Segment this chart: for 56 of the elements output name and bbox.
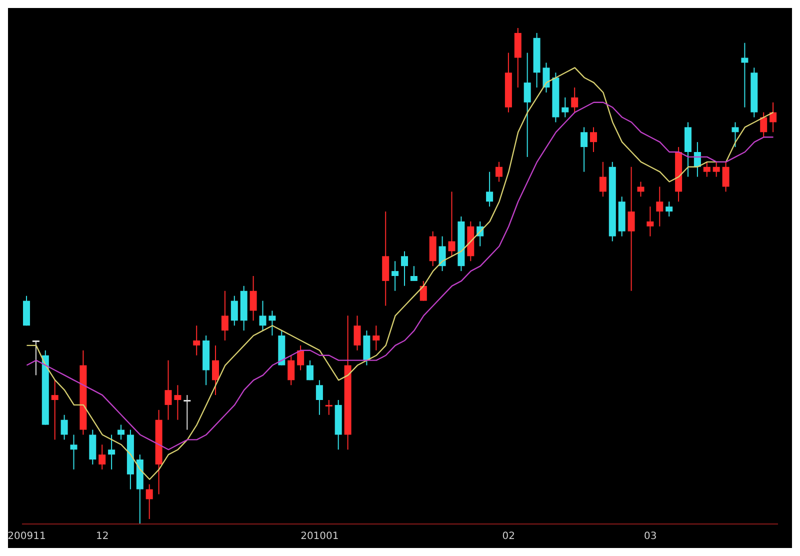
candlestick bbox=[524, 52, 531, 158]
x-tick-label: 201001 bbox=[300, 531, 339, 542]
candlestick bbox=[580, 126, 588, 172]
x-tick-label: 200911 bbox=[8, 531, 46, 542]
candlestick bbox=[410, 266, 418, 282]
candlestick bbox=[354, 315, 361, 351]
candlestick bbox=[32, 340, 40, 376]
candlestick bbox=[741, 42, 748, 108]
candlestick bbox=[732, 122, 739, 148]
candlestick bbox=[372, 325, 380, 351]
candlestick bbox=[637, 181, 644, 198]
candlestick bbox=[108, 434, 116, 470]
candlestick bbox=[98, 444, 106, 470]
candlestick bbox=[221, 290, 228, 341]
candlestick bbox=[316, 380, 323, 416]
candlestick bbox=[297, 344, 304, 371]
candlestick bbox=[184, 394, 191, 430]
candlestick bbox=[250, 276, 257, 322]
candlestick bbox=[325, 400, 332, 416]
candlestick bbox=[288, 354, 295, 386]
candlestick bbox=[401, 250, 408, 286]
x-tick-label: 03 bbox=[644, 531, 657, 542]
candlestick bbox=[486, 171, 494, 208]
candlestick bbox=[212, 344, 219, 396]
candlestick bbox=[571, 87, 578, 113]
candlestick bbox=[760, 112, 768, 138]
candlestick bbox=[164, 360, 172, 420]
candlestick bbox=[174, 384, 182, 420]
candlestick bbox=[51, 380, 58, 440]
candlestick bbox=[712, 161, 720, 178]
candlestick bbox=[448, 191, 456, 257]
candlestick bbox=[703, 161, 710, 178]
candlestick bbox=[193, 325, 200, 356]
x-tick-label: 12 bbox=[96, 531, 109, 542]
candlestick bbox=[392, 260, 399, 292]
candlestick bbox=[666, 201, 673, 217]
candlestick bbox=[118, 424, 124, 440]
candlestick bbox=[70, 434, 78, 470]
x-tick-label: 02 bbox=[502, 531, 516, 542]
candlestick bbox=[146, 484, 153, 520]
candlestick bbox=[542, 62, 550, 93]
candlestick bbox=[656, 186, 664, 227]
candlestick bbox=[259, 300, 266, 332]
candlestick bbox=[628, 166, 635, 292]
candlestick bbox=[646, 206, 654, 237]
candlestick bbox=[590, 126, 597, 152]
candlestick bbox=[722, 161, 730, 192]
candlestick bbox=[562, 96, 569, 118]
candlestick bbox=[268, 310, 276, 336]
candlestick bbox=[599, 161, 606, 198]
candlestick bbox=[306, 360, 314, 381]
candlestick bbox=[230, 295, 238, 326]
candlestick bbox=[496, 161, 502, 182]
candlestick bbox=[420, 280, 427, 302]
candlestick bbox=[438, 236, 446, 272]
candlestick bbox=[60, 414, 68, 440]
